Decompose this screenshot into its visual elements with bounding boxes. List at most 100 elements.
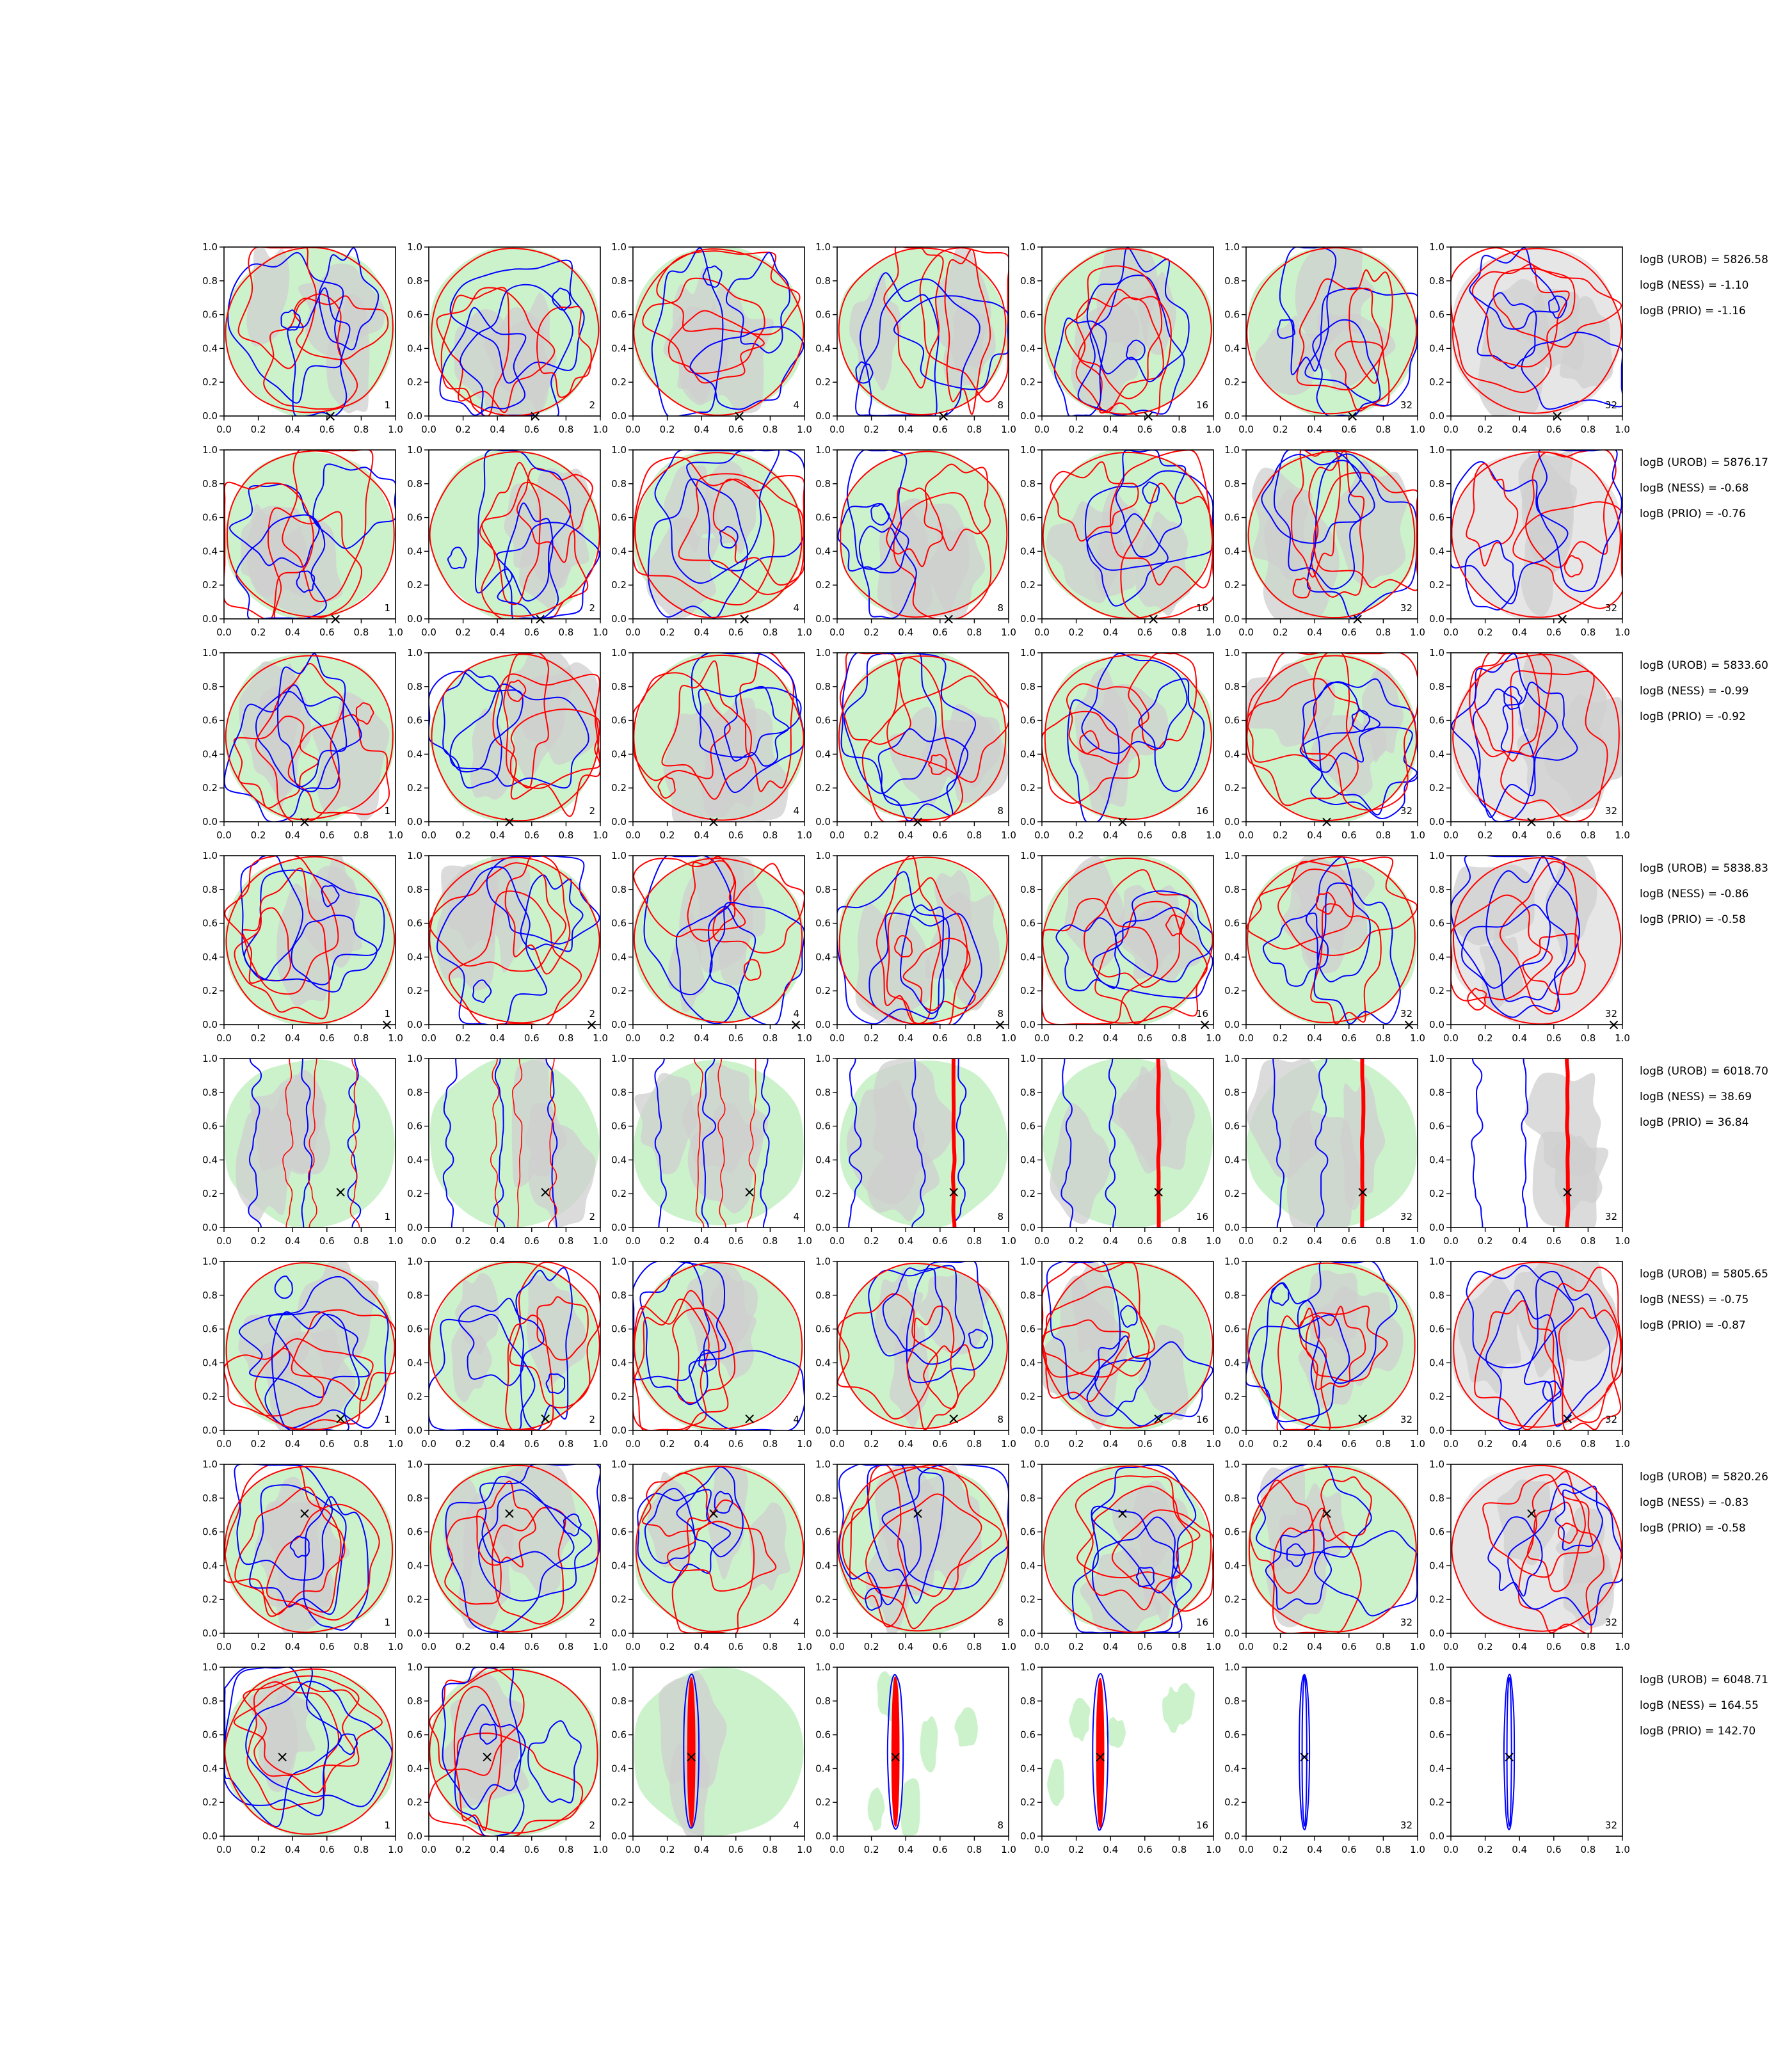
y-tick-label: 0.4 [1020,1560,1036,1571]
x-tick-label: 0.4 [285,1438,300,1450]
blue-contour [545,1059,558,1228]
contour-loop [472,979,492,1004]
x-tick-label: 0.8 [558,1438,573,1450]
x-tick-label: 0.2 [660,1641,675,1652]
y-tick-label: 0.6 [815,309,831,321]
y-tick-label: 0.0 [407,1425,422,1436]
x-tick-label: 0.0 [625,829,641,841]
red-contour-outer [633,248,804,416]
contour-loop [1542,1380,1562,1402]
red-contour [656,250,801,335]
logb-annotation: logB (UROB) = 5826.58 [1640,253,1768,266]
y-tick-label: 0.0 [611,816,627,828]
blue-contour [264,1276,389,1429]
y-tick-label: 0.0 [611,1830,627,1842]
x-tick-label: 0.0 [1034,627,1050,638]
panel-contours [633,856,804,1025]
y-tick-label: 0.2 [1224,985,1240,996]
panel-corner-label: 1 [384,1008,390,1020]
y-tick-label: 0.8 [815,275,831,287]
x-tick-label: 0.6 [728,1641,744,1652]
red-contour-outer [838,856,1008,1025]
red-contour [266,1503,380,1621]
panel-corner-label: 4 [793,805,799,817]
y-tick-label: 1.0 [815,647,831,659]
red-contour [1128,653,1197,751]
axes-frame [223,1667,396,1837]
x-tick-label: 0.6 [1341,1032,1357,1044]
panel-corner-label: 1 [384,602,390,614]
panel-r2-c2: ×0.0 0.2 0.4 0.6 0.8 1.00.00.20.40.60.81.02 [407,444,608,638]
y-tick-label: 0.2 [611,579,627,591]
x-tick-label: 0.4 [694,1032,709,1044]
red-contour [667,1521,777,1592]
blue-contour [1503,1674,1516,1830]
red-contour [307,1059,317,1228]
density-fill-core [259,663,312,812]
x-tick-label: 0.8 [1580,1032,1596,1044]
red-contour [1310,903,1382,1025]
y-tick-label: 0.6 [1429,715,1444,726]
x-tick-label: 1.0 [388,1844,403,1855]
blue-contour [882,1267,943,1351]
panel-r6-c4: × 0.0 0.2 0.4 0.6 0.8 1.0 0.0 0.2 0.4 0.6 0.8 1.0 8 [815,1256,1016,1450]
panel-grid: × 0.0 0.2 0.4 0.6 0.8 1.0 0.0 0.2 0.4 0.6 0.8 1.0 1 × 0… [202,241,1630,1855]
panel-r4-c5: ×0.0 0.2 0.4 0.6 0.8 1.00.00.20.40.60.81.016 [1020,850,1221,1044]
x-tick-label: 0.4 [1512,829,1527,841]
panel-r2-c6: ×0.0 0.2 0.4 0.6 0.8 1.00.00.20.40.60.81.032 [1224,444,1425,638]
x-tick-label: 0.4 [898,1235,913,1247]
blue-contour [276,653,348,788]
blue-contour [1521,332,1622,410]
y-tick-label: 0.8 [407,681,422,692]
panel-corner-label: 2 [589,1414,595,1425]
red-contour [246,1681,339,1811]
y-tick-label: 0.4 [611,1560,627,1571]
x-tick-label: 0.0 [421,1641,436,1652]
blue-contour [639,1261,710,1405]
y-tick-label: 0.4 [611,1763,627,1774]
red-contour [1558,1307,1621,1430]
x-tick-label: 0.6 [932,1235,948,1247]
density-fill-core [1521,458,1578,546]
y-tick-label: 0.0 [407,1222,422,1233]
x-tick-label: 0.0 [625,424,641,435]
y-tick-label: 0.6 [1224,1121,1240,1132]
y-tick-label: 0.4 [1020,1357,1036,1368]
panel-contours [224,450,396,619]
x-tick-label: 0.6 [728,1438,744,1450]
x-tick-label: 0.6 [1546,1438,1562,1450]
x-tick-label: 0.8 [762,1844,778,1855]
x-tick-label: 0.8 [1171,627,1187,638]
axes-frame [1245,1667,1418,1837]
y-tick-label: 0.6 [1224,309,1240,321]
x-tick-label: 0.4 [1103,424,1118,435]
x-tick-label: 0.8 [353,1641,369,1652]
panel-r5-c6: × 0.0 0.2 0.4 0.6 0.8 1.0 0.0 0.2 0.4 0.6 0.8 1.0 32 [1224,1053,1425,1247]
panel-corner-label: 8 [997,1820,1004,1831]
y-tick-label: 0.8 [407,1290,422,1301]
y-tick-label: 1.0 [815,241,831,253]
x-tick-label: 0.8 [966,1641,982,1652]
x-tick-label: 0.4 [694,1235,709,1247]
x-tick-label: 0.6 [319,1641,335,1652]
red-contour [233,1681,383,1775]
x-tick-label: 0.2 [251,1235,266,1247]
y-tick-label: 0.0 [1020,1628,1036,1639]
red-contour-outer [224,1668,394,1835]
y-tick-label: 0.8 [1429,1290,1444,1301]
panel-r8-c3: × 0.0 0.2 0.4 0.6 0.8 1.0 0.0 0.2 0.4 0.6 0.8 1.0 4 [611,1661,812,1855]
panel-contours [634,1059,804,1228]
panel-contours [1451,247,1622,416]
logb-annotation: logB (UROB) = 5876.17 [1640,456,1768,469]
y-tick-label: 0.4 [407,748,422,760]
density-fill-core [634,1073,698,1174]
truth-marker: × [539,1410,552,1428]
x-tick-label: 0.0 [1443,1032,1459,1044]
x-tick-label: 0.2 [1273,424,1288,435]
y-tick-label: 0.2 [1224,376,1240,388]
y-tick-label: 0.4 [1224,1560,1240,1571]
x-tick-label: 0.0 [1443,627,1459,638]
y-tick-label: 1.0 [611,241,627,253]
y-tick-label: 0.6 [815,1324,831,1335]
blue-contour [691,653,804,793]
